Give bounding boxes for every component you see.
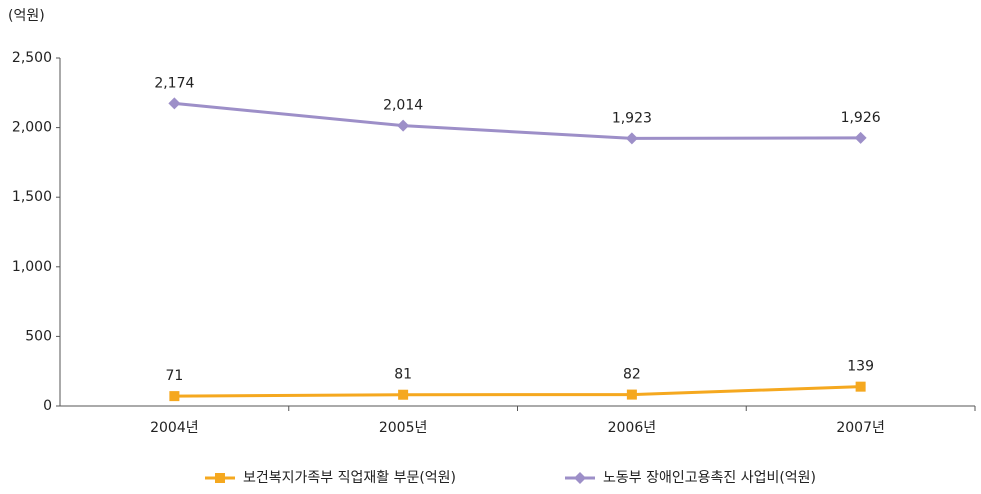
y-tick-label: 1,500	[12, 189, 52, 205]
data-label: 1,926	[841, 110, 881, 126]
y-tick-label: 1,000	[12, 259, 52, 275]
legend-marker	[574, 472, 586, 484]
point	[855, 381, 866, 392]
series-line	[174, 101, 861, 140]
y-tick-label: 500	[25, 328, 52, 344]
point	[626, 389, 637, 400]
point	[625, 132, 638, 145]
data-label: 2,174	[154, 75, 194, 91]
point	[169, 391, 180, 402]
data-label: 139	[847, 359, 874, 375]
point	[168, 97, 181, 110]
y-unit: (억원)	[8, 8, 45, 24]
data-label: 2,014	[383, 98, 423, 114]
point	[854, 131, 867, 144]
x-tick-label: 2006년	[608, 420, 657, 436]
data-label: 82	[623, 367, 641, 383]
data-label: 1,923	[612, 110, 652, 126]
legend-label: 보건복지가족부 직업재활 부문(억원)	[243, 470, 456, 486]
data-label: 81	[394, 367, 412, 383]
point	[398, 389, 409, 400]
x-tick-label: 2005년	[379, 420, 428, 436]
point	[397, 119, 410, 132]
series-line	[174, 385, 861, 398]
x-tick-label: 2004년	[150, 420, 199, 436]
x-tick-label: 2007년	[836, 420, 885, 436]
data-label: 71	[165, 368, 183, 384]
legend-marker	[215, 473, 225, 483]
legend-label: 노동부 장애인고용촉진 사업비(억원)	[603, 470, 816, 486]
y-tick-label: 0	[43, 398, 52, 414]
y-tick-label: 2,500	[12, 50, 52, 66]
y-tick-label: 2,000	[12, 120, 52, 136]
